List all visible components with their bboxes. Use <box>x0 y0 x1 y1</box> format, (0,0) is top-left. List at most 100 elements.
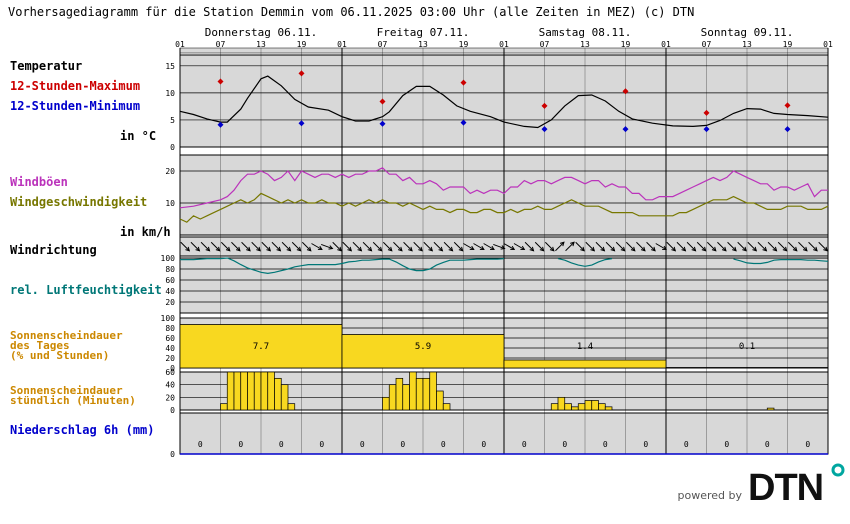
wind-arrow <box>818 241 828 252</box>
wind-arrow-shaft <box>777 241 788 252</box>
tmax-point <box>379 98 386 105</box>
tmin-point <box>217 121 224 128</box>
wind-arrow-head <box>185 246 191 252</box>
hour-tick-label: 07 <box>216 40 226 49</box>
sunshine-hour-bar <box>591 400 599 411</box>
wind-arrow-shaft <box>706 241 717 252</box>
wind-unit: in km/h <box>120 225 171 239</box>
hour-tick-label: 19 <box>783 40 793 49</box>
hour-tick-label: 01 <box>337 40 347 49</box>
wind-arrow <box>808 241 818 252</box>
wind-arrow-shaft <box>808 241 818 252</box>
sunshine-hour-bar <box>442 403 451 411</box>
wind-arrow-head <box>489 245 495 251</box>
sunshine-hour-bar <box>267 371 275 411</box>
wind-arrow <box>403 241 413 252</box>
wind-arrow-head <box>782 246 788 252</box>
wind-arrow-shaft <box>636 241 646 252</box>
humidity-label: rel. Luftfeuchtigkeit <box>10 283 162 297</box>
wind-arrow-shaft <box>311 243 323 250</box>
wind-arrow <box>463 243 475 251</box>
precip-value-label: 0 <box>805 440 810 449</box>
wind-ytick-label: 20 <box>165 167 175 176</box>
sday-ytick-label: 40 <box>165 344 175 353</box>
humidity-series <box>180 257 829 275</box>
wind-arrow-head <box>479 245 485 251</box>
wind-arrow-shaft <box>717 241 727 252</box>
wind-arrow-head <box>520 245 526 251</box>
sunshine-hour-bar <box>436 390 444 411</box>
wind-arrow-head <box>276 246 282 252</box>
wind-arrow <box>524 241 535 252</box>
sunshine-day-hours-label: 7.7 <box>253 342 269 352</box>
wind-arrow-head <box>772 246 778 252</box>
wind-arrow-shaft <box>655 243 667 250</box>
sunshine-hour-bar <box>280 384 289 411</box>
wind-arrow <box>241 241 251 252</box>
wind-arrow-shaft <box>463 243 475 250</box>
wind-arrow <box>747 241 758 252</box>
wind-arrow-shaft <box>646 241 656 252</box>
wind-arrow <box>595 241 606 252</box>
sun-hour-label-2: stündlich (Minuten) <box>10 394 136 407</box>
wind-arrow <box>200 241 211 252</box>
sun-day-label-3: (% und Stunden) <box>10 349 109 362</box>
wind-arrow <box>180 241 191 252</box>
wind-arrow <box>291 241 302 252</box>
wind-arrow-shaft <box>251 241 261 252</box>
wind-arrow <box>737 241 747 252</box>
tmin-point <box>541 126 548 133</box>
wind-arrow-head <box>529 246 535 252</box>
wind-arrow-head <box>225 246 231 252</box>
wind-arrow <box>727 241 737 252</box>
wind-arrow <box>513 243 526 251</box>
wind-arrow-shaft <box>473 243 485 250</box>
wind-arrow-head <box>510 245 516 251</box>
tmax-point <box>703 109 710 116</box>
precip-label: Niederschlag 6h (mm) <box>10 423 155 437</box>
wind-arrow-head <box>458 246 464 252</box>
tmin-point <box>298 120 305 127</box>
wind-arrow-head <box>580 246 585 252</box>
precip-value-label: 0 <box>724 440 729 449</box>
wind-arrow-shaft <box>372 241 383 252</box>
wind-arrow-shaft <box>798 241 808 252</box>
sday-ytick-label: 100 <box>161 314 176 323</box>
wind-arrow-head <box>762 246 768 252</box>
temp-ytick-label: 15 <box>165 62 175 71</box>
wind-arrow <box>666 241 677 252</box>
chart-axes: 01 07 13 19 01 07 13 19 01 07 13 19 01 07 13 19 01051015… <box>161 40 833 459</box>
sunshine-hour-bar <box>564 403 572 411</box>
wind-arrow <box>503 243 516 251</box>
wind-arrow-shaft <box>271 241 281 252</box>
sun-hour-label-1: Sonnenscheindauer <box>10 384 123 397</box>
sday-ytick-label: 60 <box>165 334 175 343</box>
wind-arrow-shaft <box>180 241 190 252</box>
wind-arrow-shaft <box>595 241 605 252</box>
precip-value-label: 0 <box>441 440 446 449</box>
temp-ytick-label: 0 <box>170 143 175 152</box>
sunshine-day-hours-label: 0.1 <box>739 342 755 352</box>
shour-ytick-label: 40 <box>165 381 175 390</box>
tmax-point <box>541 102 548 109</box>
winddir-label: Windrichtung <box>10 243 97 257</box>
sunshine-hour-bar <box>395 377 404 411</box>
wind-arrow-shaft <box>483 243 495 250</box>
shour-ytick-label: 0 <box>170 406 175 415</box>
sunshine-hour-bar <box>571 406 579 411</box>
wind-arrow <box>382 241 393 252</box>
wind-arrow-head <box>215 246 221 252</box>
hour-tick-label: 07 <box>540 40 550 49</box>
hour-tick-label: 07 <box>378 40 388 49</box>
wind-arrow-shaft <box>261 241 271 252</box>
sunshine-hour-bar <box>415 377 424 411</box>
wind-arrow-head <box>408 246 413 252</box>
wind-arrow-head <box>600 246 606 252</box>
wind-arrow-shaft <box>747 241 757 252</box>
wind-arrow-shaft <box>524 241 534 252</box>
wind-arrow <box>453 241 464 252</box>
hum-ytick-label: 60 <box>165 276 175 285</box>
sun-day-label-2: des Tages <box>10 339 70 352</box>
hour-tick-label: 01 <box>499 40 509 49</box>
hour-tick-label: 19 <box>459 40 469 49</box>
